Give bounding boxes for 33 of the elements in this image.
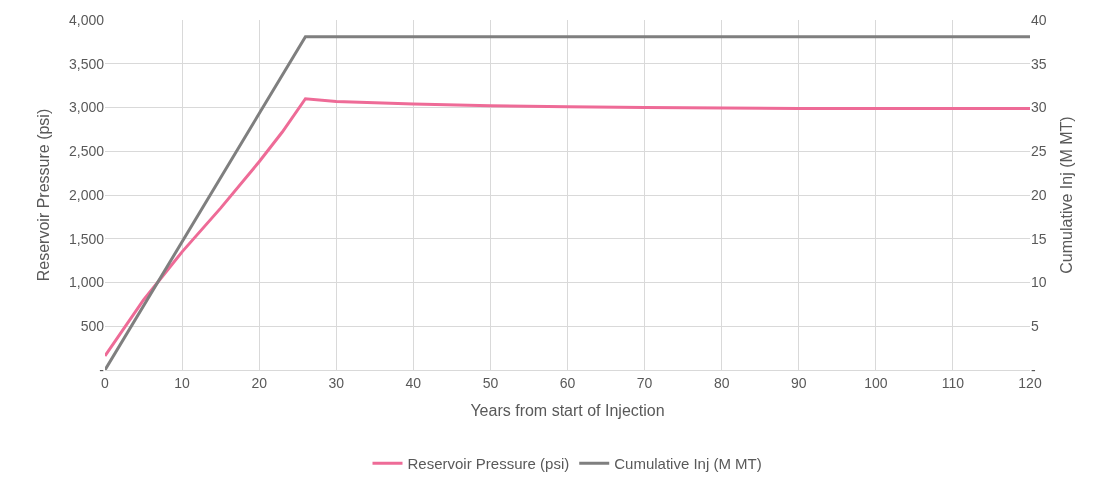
y-tick-label: 3,000 [68,99,105,116]
y2-tick-label: 25 [1031,143,1047,160]
y2-tick-label: 5 [1031,318,1039,335]
x-tick-label: 90 [790,374,807,391]
y-tick-label: 2,500 [68,143,105,160]
x-tick-label: 70 [636,374,653,391]
y2-tick-label: 35 [1031,55,1047,72]
y-axis-title: Reservoir Pressure (psi) [34,108,52,282]
legend-label: Cumulative Inj (M MT) [614,455,762,473]
y-tick-label: 1,500 [68,230,105,247]
y-tick-label: 500 [80,318,105,335]
y2-tick-label: 15 [1031,230,1047,247]
x-tick-label: 40 [405,374,422,391]
y-tick-label: 1,000 [68,274,105,291]
x-tick-label: 60 [559,374,576,391]
line-series [105,97,1030,358]
y2-axis-title: Cumulative Inj (M MT) [1058,116,1076,274]
y2-tick-label: 30 [1031,99,1047,116]
x-tick-label: 10 [174,374,191,391]
y-tick-label: 4,000 [68,11,105,28]
x-tick-label: 50 [482,374,499,391]
x-tick-label: 20 [251,374,268,391]
y2-tick-label: 10 [1031,274,1047,291]
y2-tick-label: 40 [1031,11,1047,28]
x-axis-title: Years from start of Injection [470,402,665,420]
x-tick-label: 80 [713,374,730,391]
x-tick-label: 100 [864,374,888,391]
y-tick-label: 3,500 [68,55,105,72]
y-tick-label: 2,000 [68,186,105,203]
legend-label: Reservoir Pressure (psi) [407,455,570,473]
x-tick-label: 110 [941,374,965,391]
y2-tick-label: 20 [1031,186,1047,203]
x-tick-label: 30 [328,374,345,391]
